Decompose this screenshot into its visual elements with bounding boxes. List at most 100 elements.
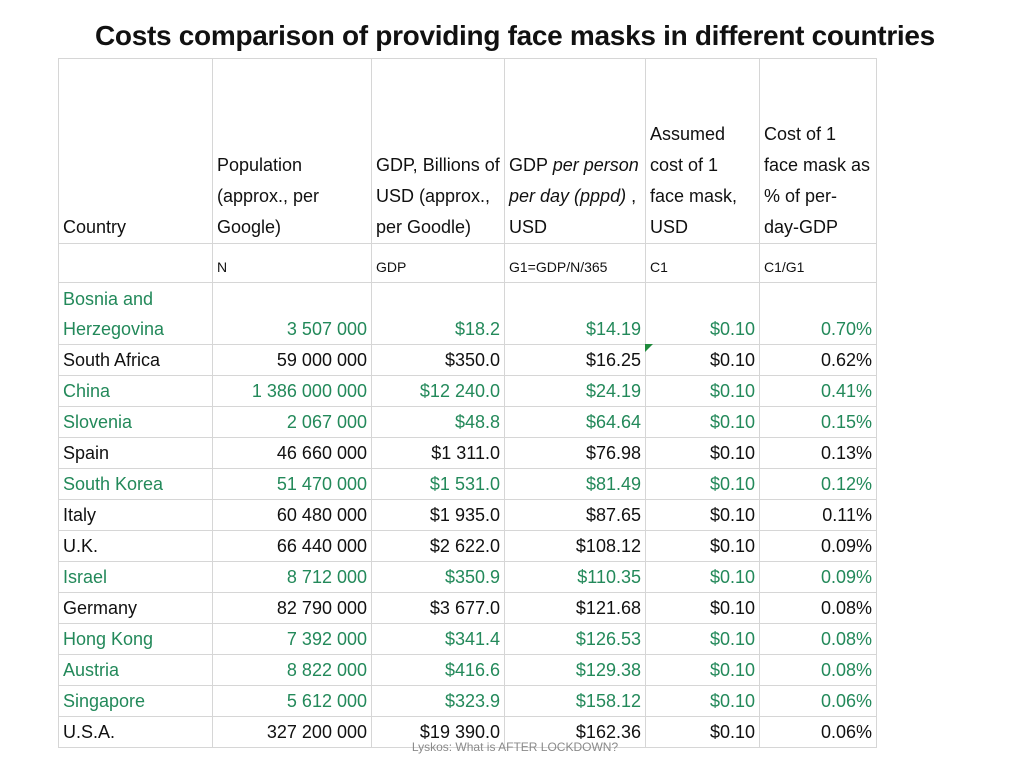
table-row: Germany 82 790 000 $3 677.0 $121.68 $0.10 0.0… [58,592,877,624]
pct-cell: 0.13% [759,437,877,469]
population-cell: 327 200 000 [212,716,372,748]
cost-cell: $0.10 [645,406,760,438]
pct-cell: 0.08% [759,623,877,655]
pct-cell: 0.62% [759,344,877,376]
gdp-cell: $323.9 [371,685,505,717]
population-cell: 46 660 000 [212,437,372,469]
cost-cell: $0.10 [645,344,760,376]
pct-cell: 0.12% [759,468,877,500]
cell-comment-marker [645,344,653,352]
table-row: Singapore 5 612 000 $323.9 $158.12 $0.10 0.06… [58,685,877,717]
table-row: South Africa 59 000 000 $350.0 $16.25 $0.10 0… [58,344,877,376]
pct-cell: 0.08% [759,654,877,686]
country-cell: Italy [58,499,213,531]
country-cell: Austria [58,654,213,686]
cost-cell: $0.10 [645,654,760,686]
gdp-cell: $1 935.0 [371,499,505,531]
table-row: Israel 8 712 000 $350.9 $110.35 $0.10 0.09% [58,561,877,593]
cost-cell: $0.10 [645,623,760,655]
gdp-cell: $1 311.0 [371,437,505,469]
gdp-cell: $350.9 [371,561,505,593]
page-title: Costs comparison of providing face masks… [95,20,935,51]
population-cell: 59 000 000 [212,344,372,376]
country-cell: South Africa [58,344,213,376]
pppd-cell: $16.25 [504,344,646,376]
table-row: Spain 46 660 000 $1 311.0 $76.98 $0.10 0.13% [58,437,877,469]
header-row: Country Population (approx., per Google)… [58,58,877,244]
pppd-cell: $14.19 [504,282,646,345]
footer-caption: Lyskos: What is AFTER LOCKDOWN? [411,740,619,754]
table-row: U.K. 66 440 000 $2 622.0 $108.12 $0.10 0.09% [58,530,877,562]
pppd-cell: $110.35 [504,561,646,593]
country-cell: Israel [58,561,213,593]
formula-cell [58,243,213,283]
population-cell: 82 790 000 [212,592,372,624]
pct-cell: 0.09% [759,530,877,562]
cost-cell: $0.10 [645,282,760,345]
population-cell: 7 392 000 [212,623,372,655]
cost-cell: $0.10 [645,375,760,407]
formula-cell: C1/G1 [759,243,877,283]
table-row: Hong Kong 7 392 000 $341.4 $126.53 $0.10 0.08… [58,623,877,655]
country-cell: Singapore [58,685,213,717]
country-cell: Bosnia and Herzegovina [58,282,213,345]
formula-cell: GDP [371,243,505,283]
table-row: U.S.A. 327 200 000 $19 390.0 $162.36 $0.10 0.… [58,716,877,748]
pppd-cell: $121.68 [504,592,646,624]
table-row: Slovenia 2 067 000 $48.8 $64.64 $0.10 0.15% [58,406,877,438]
cost-cell: $0.10 [645,437,760,469]
cost-cell: $0.10 [645,499,760,531]
pct-cell: 0.08% [759,592,877,624]
pppd-cell: $129.38 [504,654,646,686]
pppd-cell: $64.64 [504,406,646,438]
cost-cell: $0.10 [645,685,760,717]
gdp-cell: $2 622.0 [371,530,505,562]
gdp-cell: $350.0 [371,344,505,376]
pct-cell: 0.06% [759,716,877,748]
pppd-cell: $81.49 [504,468,646,500]
population-cell: 1 386 000 000 [212,375,372,407]
header-population: Population (approx., per Google) [212,58,372,244]
formula-row: N GDP G1=GDP/N/365 C1 C1/G1 [58,243,877,283]
cost-cell: $0.10 [645,592,760,624]
gdp-cell: $48.8 [371,406,505,438]
cost-comparison-table: Country Population (approx., per Google)… [58,58,877,748]
cost-cell: $0.10 [645,468,760,500]
header-gdp-pppd-a: GDP [509,155,553,175]
header-gdp-pppd: GDP per person per day (pppd) , USD [504,58,646,244]
gdp-cell: $1 531.0 [371,468,505,500]
pppd-cell: $108.12 [504,530,646,562]
gdp-cell: $3 677.0 [371,592,505,624]
country-cell: South Korea [58,468,213,500]
population-cell: 66 440 000 [212,530,372,562]
gdp-cell: $12 240.0 [371,375,505,407]
table-row: China 1 386 000 000 $12 240.0 $24.19 $0.10 0.… [58,375,877,407]
population-cell: 8 822 000 [212,654,372,686]
header-gdp-pppd-b: per person per day (pppd) [509,155,639,206]
table-row: Bosnia and Herzegovina 3 507 000 $18.2 $14.… [58,282,877,345]
pct-cell: 0.41% [759,375,877,407]
country-cell: Slovenia [58,406,213,438]
population-cell: 3 507 000 [212,282,372,345]
gdp-cell: $18.2 [371,282,505,345]
pct-cell: 0.15% [759,406,877,438]
table-row: Italy 60 480 000 $1 935.0 $87.65 $0.10 0.11% [58,499,877,531]
pct-cell: 0.11% [759,499,877,531]
pppd-cell: $162.36 [504,716,646,748]
pppd-cell: $24.19 [504,375,646,407]
population-cell: 51 470 000 [212,468,372,500]
gdp-cell: $19 390.0 [371,716,505,748]
pppd-cell: $126.53 [504,623,646,655]
header-gdp-pppd-c: , USD [509,186,637,237]
pppd-cell: $87.65 [504,499,646,531]
header-gdp: GDP, Billions of USD (approx., per Goodl… [371,58,505,244]
cost-cell: $0.10 [645,561,760,593]
country-cell: Germany [58,592,213,624]
country-cell: U.S.A. [58,716,213,748]
pct-cell: 0.06% [759,685,877,717]
header-country: Country [58,58,213,244]
pppd-cell: $158.12 [504,685,646,717]
country-cell: Hong Kong [58,623,213,655]
cost-cell: $0.10 [645,530,760,562]
cost-cell: $0.10 [645,716,760,748]
